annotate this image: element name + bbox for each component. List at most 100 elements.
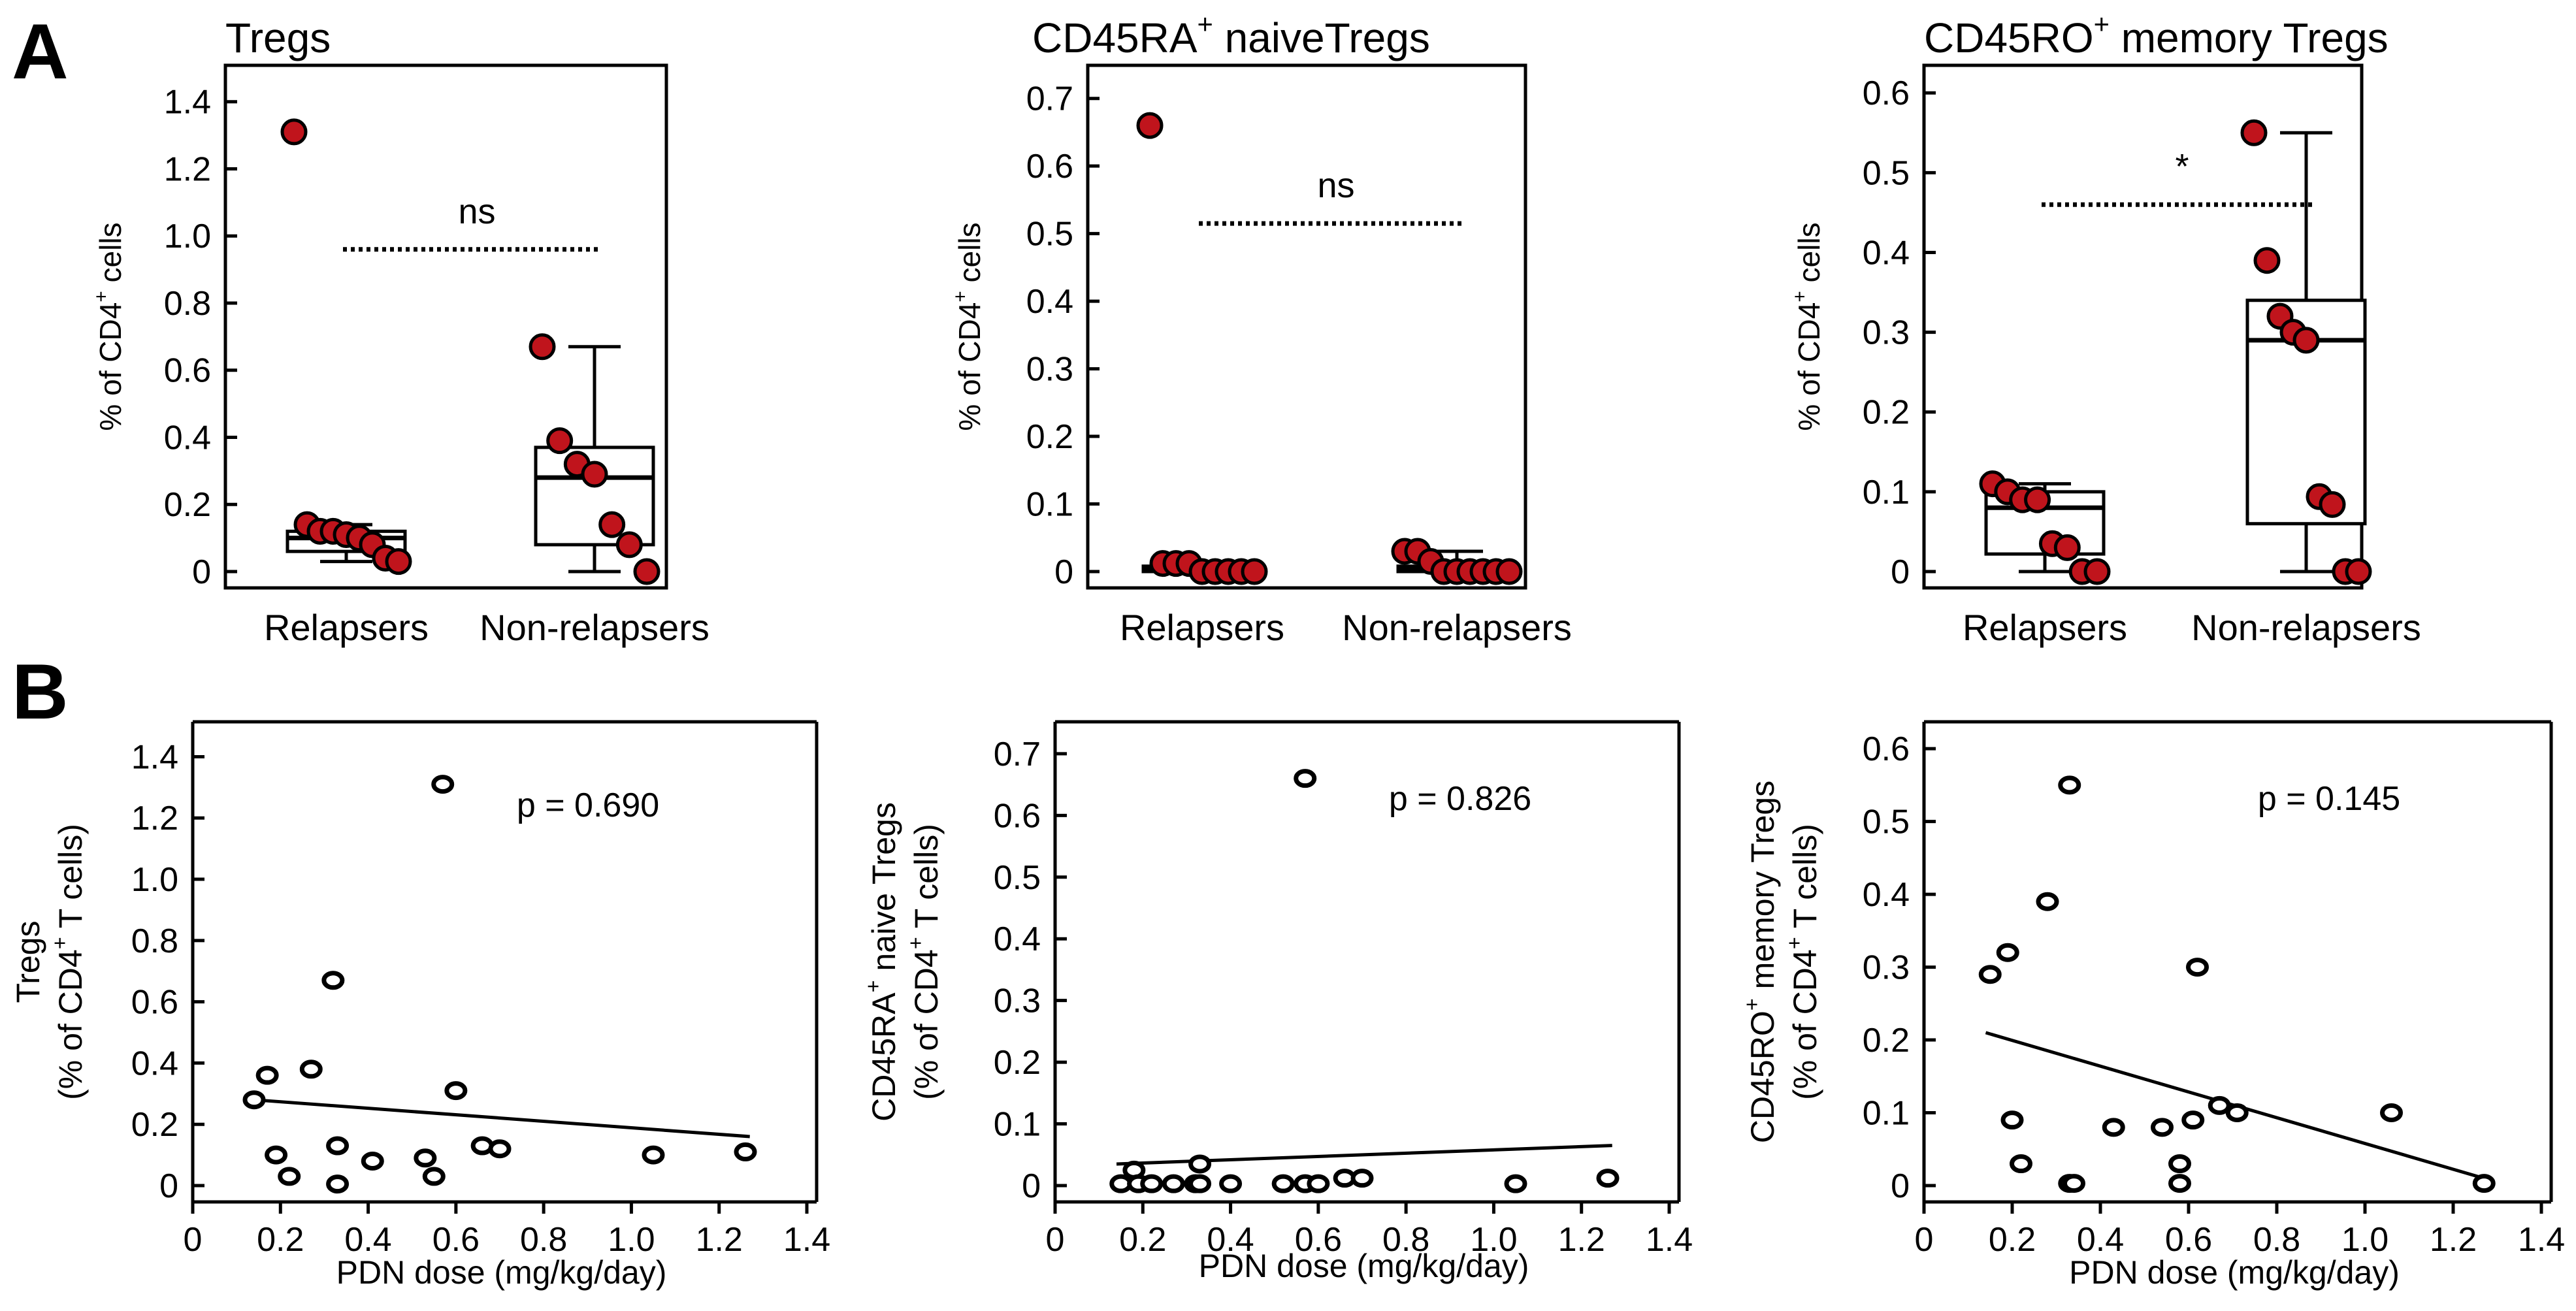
data-point (2036, 892, 2059, 911)
data-point (444, 1081, 468, 1101)
p-value-label: p = 0.145 (2258, 780, 2400, 818)
data-point (2168, 1154, 2191, 1174)
data-point (2345, 558, 2372, 585)
data-point (280, 118, 308, 146)
category-label: Relapsers (1963, 607, 2127, 648)
y-tick-label: 0.6 (1026, 148, 1073, 186)
category-label: Non-relapsers (480, 607, 709, 648)
significance-label: * (2175, 147, 2189, 186)
category-label: Relapsers (264, 607, 429, 648)
chart-3: 0 0.1 0.2 0.3 0.4 0.5 0.6 CD45RO+ memory Tregs%… (1789, 8, 2421, 648)
data-point (1504, 1174, 1527, 1193)
y-tick-label: 0 (1891, 1167, 1910, 1205)
data-point (265, 1145, 288, 1165)
data-point (734, 1142, 757, 1161)
x-axis-label: PDN dose (mg/kg/day) (1199, 1248, 1529, 1284)
x-tick-label: 0.6 (2165, 1221, 2212, 1259)
data-point (242, 1090, 266, 1110)
y-tick-label: 0.5 (1863, 803, 1910, 841)
x-tick-label: 1.0 (2341, 1221, 2389, 1259)
y-tick-label: 0.4 (1863, 234, 1910, 272)
data-point (2186, 958, 2209, 977)
data-point (2253, 247, 2281, 274)
y-axis-label-line2: (% of CD4+ T cells) (48, 824, 90, 1100)
x-axis-label: PDN dose (mg/kg/day) (336, 1254, 667, 1291)
data-point (255, 1065, 279, 1085)
y-axis-label-line1: Tregs (10, 921, 46, 1003)
x-tick-label: 0.6 (1295, 1221, 1342, 1259)
y-tick-label: 0.6 (1863, 730, 1910, 768)
y-tick-label: 0.5 (994, 859, 1041, 897)
data-point (1978, 965, 2002, 984)
chart-6: 0 0.1 0.2 0.3 0.4 0.5 0.6 0 0.2 0.4 0.6 0.8 1.0 1.2 1.… (1740, 720, 2565, 1291)
data-point (1241, 558, 1268, 585)
y-tick-label: 0.2 (1863, 1022, 1910, 1060)
y-axis-label-line1: CD45RO+ memory Tregs (1740, 781, 1782, 1143)
x-tick-label: 0.4 (344, 1221, 391, 1259)
data-point (2319, 491, 2346, 518)
data-point (2058, 775, 2081, 795)
y-tick-label: 0.7 (1026, 80, 1073, 118)
y-tick-label: 0.3 (1026, 351, 1073, 389)
data-point (2181, 1110, 2205, 1130)
data-point (385, 548, 412, 575)
data-point (1188, 1154, 1212, 1174)
data-point (2225, 1103, 2249, 1123)
data-point (2102, 1118, 2125, 1137)
box (2245, 299, 2367, 526)
y-tick-label: 0 (1891, 553, 1910, 591)
y-axis-label: % of CD4+ cells (90, 222, 127, 430)
data-point (2151, 1118, 2174, 1137)
data-point (414, 1148, 437, 1168)
y-tick-label: 0.5 (1863, 154, 1910, 192)
y-axis-label-line2: (% of CD4+ T cells) (904, 824, 945, 1100)
x-tick-label: 1.2 (1558, 1221, 1605, 1259)
y-axis-label-line1: CD45RA+ naive Tregs (862, 802, 903, 1122)
x-tick-label: 1.0 (608, 1221, 655, 1259)
data-point (488, 1139, 512, 1159)
chart-2: 0 0.1 0.2 0.3 0.4 0.5 0.6 0.7 CD45RA+ naiveTregs… (949, 8, 1572, 648)
x-tick-label: 1.2 (2430, 1221, 2477, 1259)
x-tick-label: 0.4 (2077, 1221, 2124, 1259)
y-axis-label: % of CD4+ cells (949, 222, 986, 430)
y-tick-label: 0.2 (1863, 394, 1910, 432)
data-point (2240, 119, 2268, 146)
y-tick-label: 0 (192, 553, 211, 591)
y-tick-label: 0.2 (131, 1106, 178, 1144)
x-tick-label: 1.4 (1646, 1221, 1693, 1259)
y-tick-label: 1.4 (164, 84, 211, 121)
data-point (1136, 112, 1164, 139)
y-axis-label: % of CD4+ cells (1789, 222, 1826, 430)
x-tick-label: 0.2 (1119, 1221, 1166, 1259)
chart-title: Tregs (225, 14, 331, 61)
category-label: Non-relapsers (2191, 607, 2421, 648)
data-point (431, 775, 455, 794)
chart-4: 0 0.2 0.4 0.6 0.8 1.0 1.2 1.4 0 0.2 0.4 0.6 0.8 1.0 1.… (10, 720, 830, 1291)
data-point (529, 333, 556, 361)
data-point (1495, 558, 1523, 585)
regression-line (253, 1098, 750, 1139)
y-tick-label: 1.0 (131, 861, 178, 899)
data-point (1294, 769, 1317, 788)
x-tick-label: 0 (1046, 1221, 1065, 1259)
data-point (326, 1136, 350, 1156)
p-value-label: p = 0.690 (517, 786, 659, 824)
y-tick-label: 0.6 (1863, 74, 1910, 112)
data-point (1140, 1174, 1164, 1193)
x-tick-label: 0.4 (1207, 1221, 1254, 1259)
axes (1922, 722, 2551, 1204)
data-point (2208, 1095, 2231, 1115)
category-label: Relapsers (1120, 607, 1284, 648)
x-tick-label: 1.2 (696, 1221, 743, 1259)
y-tick-label: 0.5 (1026, 216, 1073, 253)
y-tick-label: 0.6 (994, 797, 1041, 835)
panel-letter-b: B (12, 648, 69, 736)
y-tick-label: 0.1 (994, 1106, 1041, 1144)
y-tick-label: 0.8 (164, 285, 211, 323)
y-tick-label: 1.2 (164, 150, 211, 188)
data-point (1996, 943, 2019, 962)
x-tick-label: 1.4 (2518, 1221, 2565, 1259)
x-tick-label: 0.8 (1382, 1221, 1429, 1259)
y-tick-label: 0.2 (994, 1044, 1041, 1082)
